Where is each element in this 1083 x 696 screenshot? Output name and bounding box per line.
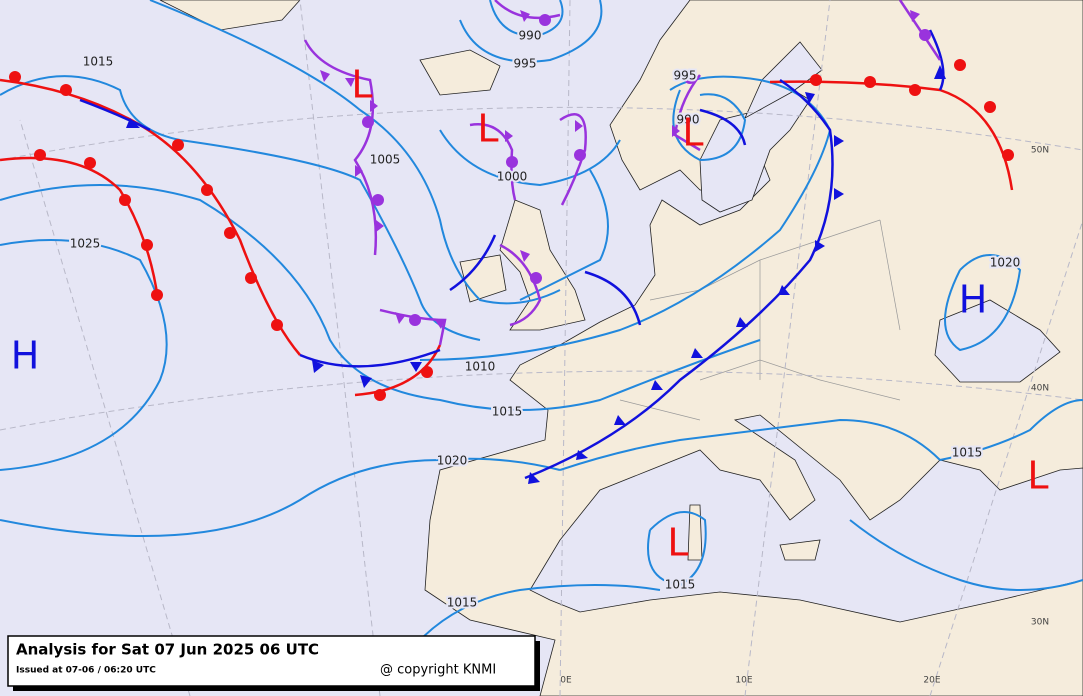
- longitude-label: 20E: [923, 676, 940, 686]
- isobar-label: 995: [514, 57, 537, 71]
- title: Analysis for Sat 07 Jun 2025 06 UTC: [16, 641, 319, 659]
- pressure-center: L: [351, 63, 372, 107]
- pressure-center: L: [1027, 454, 1048, 498]
- latitude-label: 40N: [1031, 384, 1049, 394]
- title-box-panel: [7, 635, 536, 687]
- isobar-label: 1010: [465, 360, 496, 374]
- copyright: @ copyright KNMI: [380, 663, 496, 678]
- pressure-center: L: [477, 107, 498, 151]
- isobar-label: 990: [519, 29, 542, 43]
- longitude-label: 0E: [560, 676, 572, 686]
- isobar-label: 995: [674, 69, 697, 83]
- isobar-label: 1005: [370, 153, 401, 167]
- fronts: [0, 0, 1014, 484]
- isobars: [0, 0, 1083, 641]
- isobar-label: 1020: [437, 454, 468, 468]
- land: [159, 0, 1083, 696]
- longitude-label: 10E: [735, 676, 752, 686]
- latitude-label: 50N: [1031, 146, 1049, 156]
- isobar-label: 1015: [665, 578, 696, 592]
- isobar-label: 1000: [497, 170, 528, 184]
- pressure-center: L: [667, 521, 688, 565]
- pressure-center: H: [11, 334, 40, 378]
- isobar-label: 1015: [492, 405, 523, 419]
- pressure-center: H: [959, 278, 988, 322]
- title-box: Analysis for Sat 07 Jun 2025 06 UTC Issu…: [7, 635, 540, 691]
- labels: 1015 1005 1025 990 995 1000 995 990 1010 1015 1020…: [11, 27, 1049, 686]
- isobar-label: 990: [677, 113, 700, 127]
- pressure-center: L: [682, 111, 703, 155]
- isobar-label: 1015: [83, 55, 114, 69]
- latitude-label: 30N: [1031, 618, 1049, 628]
- isobar-label: 1015: [952, 446, 983, 460]
- isobar-label: 1020: [990, 256, 1021, 270]
- isobar-label: 1015: [447, 596, 478, 610]
- issued-time: Issued at 07-06 / 06:20 UTC: [16, 666, 156, 676]
- isobar-label: 1025: [70, 237, 101, 251]
